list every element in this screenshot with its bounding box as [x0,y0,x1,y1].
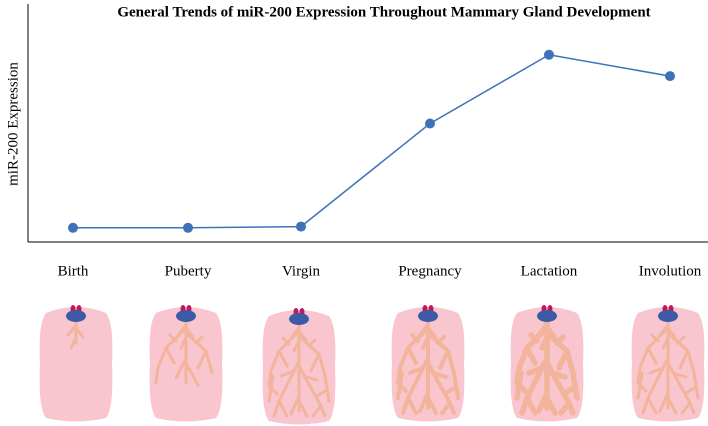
x-tick-label: Virgin [282,263,320,279]
line [73,53,671,229]
x-tick-label: Birth [58,263,89,279]
point [665,71,675,82]
point [544,49,554,60]
x-tick-label: Puberty [165,263,212,279]
chart-title: General Trends of miR-200 Expression Thr… [117,4,650,20]
point [425,118,435,129]
point [183,222,193,233]
y-axis-label: miR-200 Expression [5,62,21,186]
point [68,222,78,233]
gland-illustrations [39,305,705,425]
point [296,221,306,232]
x-tick-label: Involution [639,263,702,279]
x-tick-label: Lactation [521,263,578,279]
x-tick-label: Pregnancy [398,263,462,279]
